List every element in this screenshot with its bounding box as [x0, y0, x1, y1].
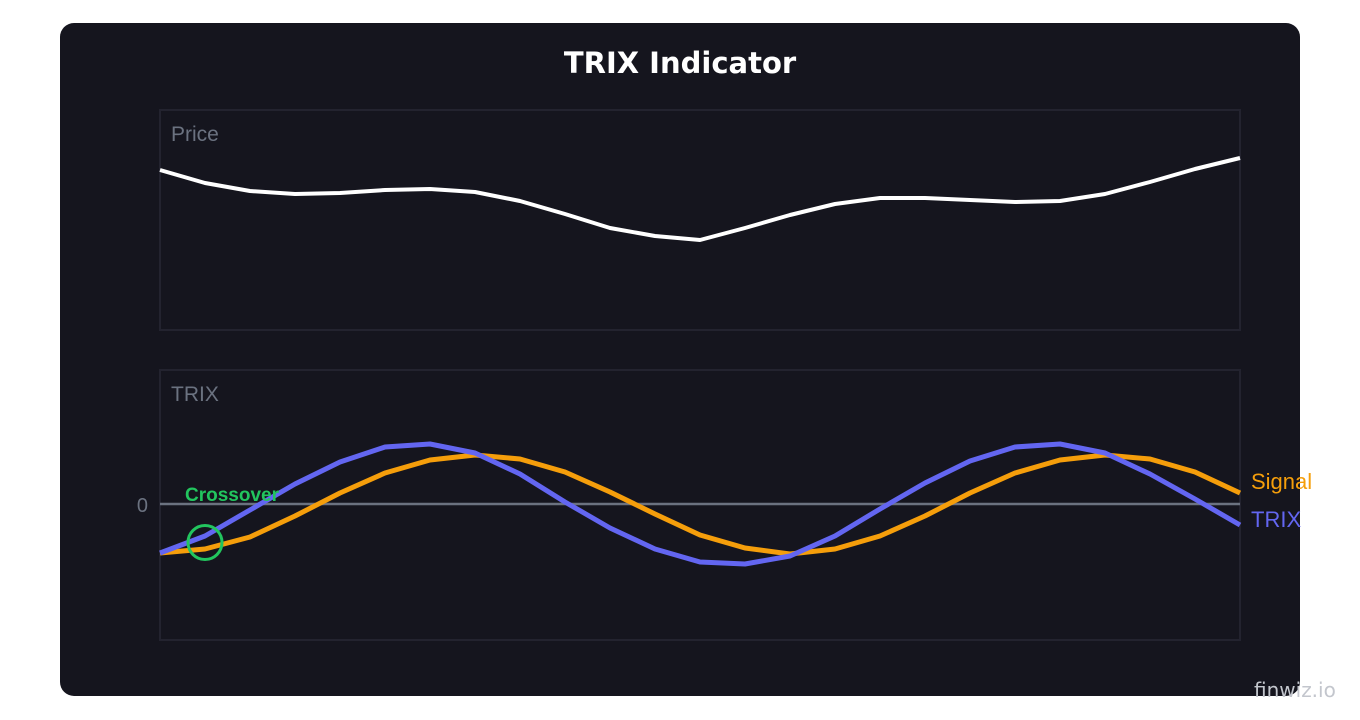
crossover-label: Crossover — [185, 485, 280, 506]
crossover-marker — [186, 524, 224, 561]
series-line-price — [159, 156, 1241, 242]
chart-card — [60, 23, 1300, 696]
legend-trix: TRIX — [1251, 507, 1301, 532]
zero-tick-label: 0 — [137, 495, 148, 517]
legend-signal: Signal — [1251, 469, 1312, 494]
series-line-trix — [159, 441, 1242, 567]
series-line-signal — [159, 452, 1242, 557]
chart-title: TRIX Indicator — [563, 46, 797, 80]
panel-label: Price — [171, 123, 219, 146]
panel-label: TRIX — [171, 383, 219, 406]
watermark: finwiz.io — [1254, 678, 1336, 702]
panel-frame-0 — [159, 109, 1241, 331]
